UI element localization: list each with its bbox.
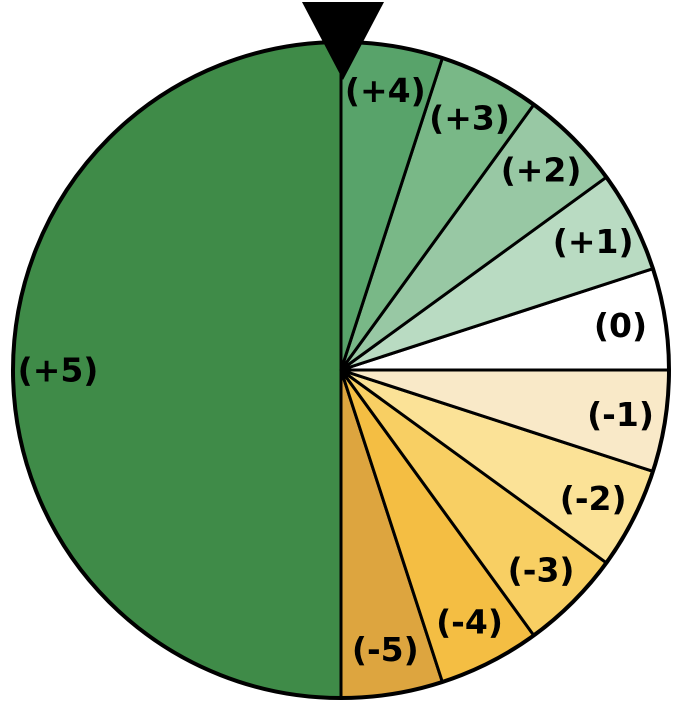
wheel-segment-label: (+3)	[429, 98, 510, 137]
wheel-segment-label: (-2)	[560, 479, 627, 518]
wheel-segment-label: (+1)	[553, 222, 634, 261]
wheel-segments	[11, 40, 671, 700]
wheel-segment-label: (-5)	[352, 630, 419, 669]
wheel-segment-label: (0)	[594, 306, 647, 345]
wheel-segment-label: (-3)	[508, 551, 575, 590]
wheel-segment-label: (+4)	[345, 71, 426, 110]
wheel-segment-label: (-4)	[436, 603, 503, 642]
wheel-segment-label: (-1)	[587, 395, 654, 434]
wheel-segment-label: (+2)	[501, 150, 582, 189]
wheel-segment-label: (+5)	[18, 351, 99, 390]
pointer-triangle-icon	[302, 2, 384, 80]
wheel-labels: (+5) (-5) (-4)(-3) (-2) (-1) (0) (+1) (+2) (+3)(…	[18, 71, 654, 669]
